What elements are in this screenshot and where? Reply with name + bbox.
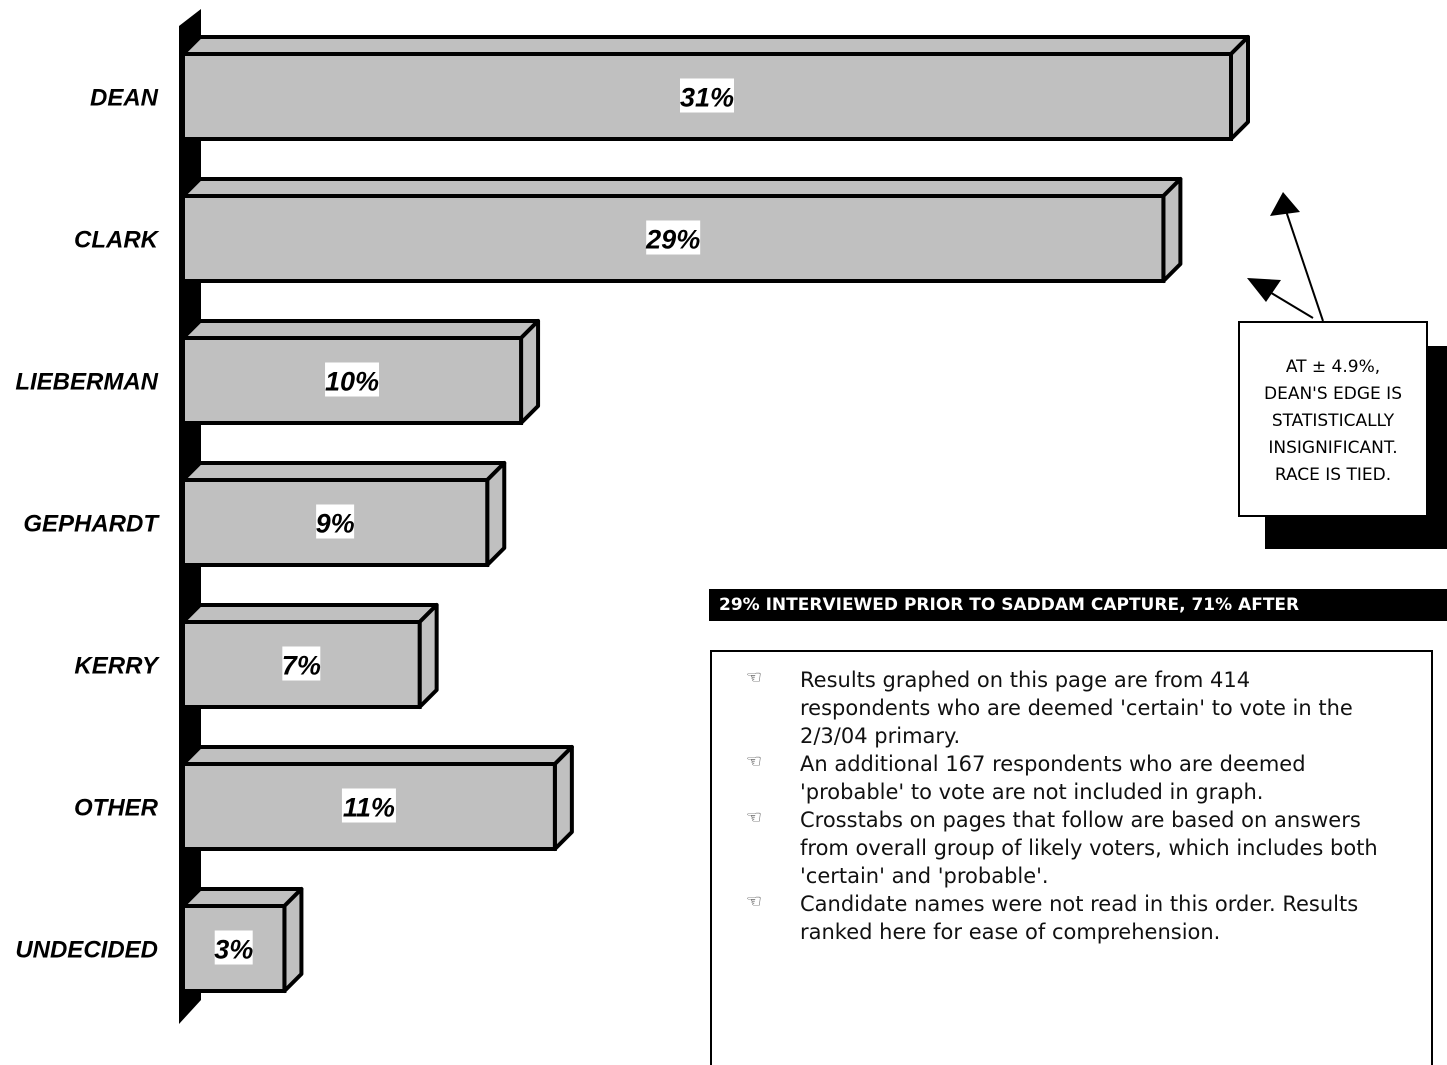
category-label: KERRY (74, 653, 160, 680)
value-label-background (214, 930, 253, 965)
value-label: 11% (343, 793, 395, 823)
value-label-background (316, 504, 355, 539)
bar-side-face (519, 319, 541, 425)
bar-group: KERRY 7% (74, 603, 439, 709)
methodology-notes: ☜ Results graphed on this page are from … (710, 650, 1433, 1065)
bar-top-face (181, 745, 574, 766)
value-label: 3% (214, 935, 253, 965)
callout-line: STATISTICALLY (1271, 410, 1395, 431)
note-text: Crosstabs on pages that follow are based… (800, 808, 1378, 888)
callout-line: RACE IS TIED. (1274, 464, 1392, 485)
note-text: Candidate names were not read in this or… (800, 892, 1359, 944)
value-label-background (282, 646, 321, 681)
value-label: 31% (680, 83, 734, 113)
bar-top-face (181, 35, 1250, 56)
bar-group: DEAN 31% (90, 35, 1250, 141)
pointing-hand-icon: ☜ (745, 667, 763, 688)
bar-top-face (181, 461, 507, 482)
value-label: 29% (645, 225, 700, 255)
value-label: 7% (282, 651, 321, 681)
pointing-hand-icon: ☜ (745, 891, 763, 912)
category-label: UNDECIDED (15, 937, 158, 964)
callout-line: AT ± 4.9%, (1285, 356, 1381, 377)
callout-arrowhead-upper (1270, 192, 1300, 216)
note-text: An additional 167 respondents who are de… (800, 752, 1306, 804)
bar (181, 904, 287, 993)
bar-group: LIEBERMAN 10% (15, 319, 541, 425)
bar-group: OTHER 11% (74, 745, 574, 851)
value-label-background (341, 788, 396, 823)
callout-line: DEAN'S EDGE IS (1263, 383, 1402, 404)
bar-top-face (181, 319, 541, 340)
bar-top-face (181, 887, 304, 908)
capture-timing-banner: 29% INTERVIEWED PRIOR TO SADDAM CAPTURE,… (709, 589, 1447, 621)
category-label: CLARK (74, 227, 160, 254)
callout-arrowhead-lower (1247, 278, 1281, 302)
category-label: OTHER (74, 795, 159, 822)
margin-of-error-callout: AT ± 4.9%, DEAN'S EDGE IS STATISTICALLY … (1238, 321, 1428, 517)
notes-list-item: ☜ Results graphed on this page are from … (740, 666, 1380, 750)
bar-side-face (417, 603, 439, 709)
category-label: GEPHARDT (23, 511, 160, 538)
callout-line: INSIGNIFICANT. (1268, 437, 1398, 458)
value-label-background (680, 78, 734, 113)
bar-top-face (181, 177, 1183, 198)
bar (181, 762, 557, 851)
note-text: Results graphed on this page are from 41… (800, 668, 1353, 748)
pointing-hand-icon: ☜ (745, 751, 763, 772)
notes-list-item: ☜ An additional 167 respondents who are … (740, 750, 1380, 806)
value-label: 10% (325, 367, 379, 397)
category-label: LIEBERMAN (15, 369, 158, 396)
callout-text: AT ± 4.9%, DEAN'S EDGE IS STATISTICALLY … (1264, 350, 1402, 489)
bar-side-face (485, 461, 507, 567)
value-label-background (646, 220, 701, 255)
callout-arrow-line-lower (1267, 290, 1314, 319)
bar-side-face (1229, 35, 1250, 141)
notes-list-item: ☜ Candidate names were not read in this … (740, 890, 1380, 946)
notes-list: ☜ Results graphed on this page are from … (740, 666, 1380, 946)
pointing-hand-icon: ☜ (745, 807, 763, 828)
callout-arrow-line-upper (1284, 207, 1324, 322)
value-label-background (325, 362, 380, 397)
bar-side-face (552, 745, 574, 851)
value-label: 9% (316, 509, 355, 539)
bar-side-face (1161, 177, 1183, 283)
bar-side-face (282, 887, 304, 993)
callout-arrows (1247, 192, 1324, 322)
category-label: DEAN (90, 85, 159, 112)
bar-top-face (181, 603, 439, 624)
chart-bars: DEAN 31% CLARK 29% LIEBERMAN 10% GEPHARDT 9% KER… (15, 35, 1250, 993)
bar-group: CLARK 29% (74, 177, 1183, 283)
bar-group: UNDECIDED 3% (15, 887, 304, 993)
notes-list-item: ☜ Crosstabs on pages that follow are bas… (740, 806, 1380, 890)
bar-group: GEPHARDT 9% (23, 461, 507, 567)
